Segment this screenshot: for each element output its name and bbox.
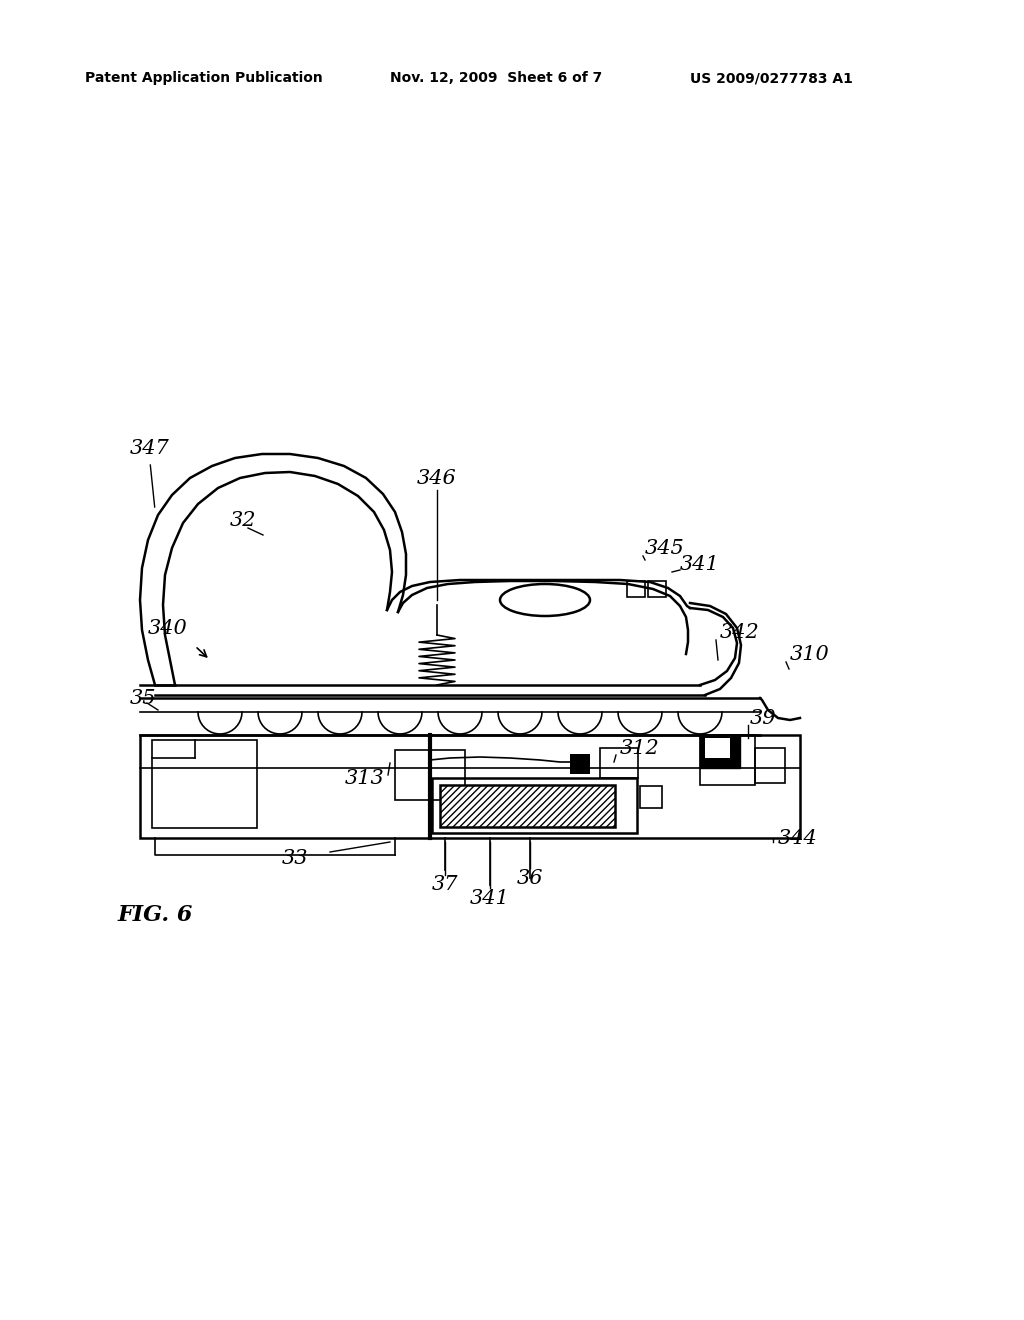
Bar bbox=[395, 750, 465, 800]
Bar bbox=[705, 738, 730, 758]
Text: 341: 341 bbox=[470, 888, 510, 908]
Text: 340: 340 bbox=[148, 619, 187, 638]
Text: FIG. 6: FIG. 6 bbox=[118, 904, 194, 927]
Bar bbox=[432, 777, 637, 833]
Text: Patent Application Publication: Patent Application Publication bbox=[85, 71, 323, 84]
Text: 36: 36 bbox=[517, 869, 544, 887]
Bar bbox=[700, 735, 755, 785]
Bar bbox=[600, 748, 638, 777]
Bar bbox=[440, 785, 615, 828]
Text: 32: 32 bbox=[230, 511, 256, 529]
Bar bbox=[627, 581, 645, 597]
Text: 342: 342 bbox=[720, 623, 760, 642]
Text: 344: 344 bbox=[778, 829, 818, 847]
Text: 39: 39 bbox=[750, 709, 776, 727]
Text: 310: 310 bbox=[790, 645, 829, 664]
Text: 312: 312 bbox=[620, 738, 659, 758]
Text: 341: 341 bbox=[680, 556, 720, 574]
Text: 37: 37 bbox=[432, 875, 459, 895]
Text: 345: 345 bbox=[645, 539, 685, 557]
Text: 313: 313 bbox=[345, 768, 385, 788]
Bar bbox=[570, 754, 590, 774]
Bar bbox=[648, 581, 666, 597]
Bar bbox=[755, 748, 785, 783]
Text: 33: 33 bbox=[282, 849, 308, 867]
Bar bbox=[140, 735, 800, 838]
Text: Nov. 12, 2009  Sheet 6 of 7: Nov. 12, 2009 Sheet 6 of 7 bbox=[390, 71, 602, 84]
Bar bbox=[152, 741, 257, 828]
Text: 346: 346 bbox=[417, 469, 457, 487]
Polygon shape bbox=[700, 735, 740, 768]
Text: US 2009/0277783 A1: US 2009/0277783 A1 bbox=[690, 71, 853, 84]
Text: 35: 35 bbox=[130, 689, 157, 708]
Bar bbox=[640, 785, 662, 808]
Text: 347: 347 bbox=[130, 438, 170, 458]
